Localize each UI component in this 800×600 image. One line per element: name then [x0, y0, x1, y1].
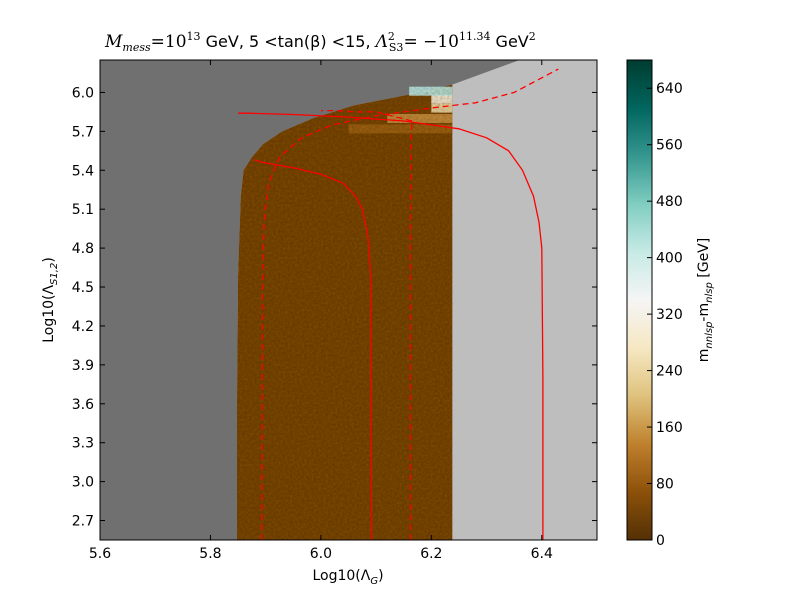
colorbar-gradient	[626, 59, 653, 541]
y-tick-label: 3.6	[72, 397, 94, 413]
y-tick-label: 5.4	[72, 163, 94, 179]
colorbar-tick-label: 400	[656, 251, 683, 267]
contour-lines	[238, 68, 559, 540]
y-tick-label: 5.7	[72, 124, 94, 140]
x-tick-label: 5.6	[89, 546, 111, 562]
colorbar-tick-label: 560	[656, 138, 683, 154]
x-axis-label: Log10(ΛG)	[312, 568, 383, 587]
y-tick-label: 2.7	[72, 514, 94, 530]
region-ridge	[431, 103, 453, 113]
contour-solid	[254, 159, 373, 540]
colorbar-tick-label: 320	[656, 307, 683, 323]
colorbar-ticks: 0 80 160 240 320 400 480 560 640	[647, 81, 683, 549]
colorbar-tick-label: 160	[656, 420, 683, 436]
contour-dashed	[320, 109, 413, 122]
y-axis-label: Log10(ΛS1,2)	[41, 257, 60, 343]
x-tick-label: 5.8	[199, 546, 221, 562]
region-ridge	[431, 94, 453, 104]
y-tick-label: 4.2	[72, 319, 94, 335]
colorbar: 0 80 160 240 320 400 480 560 640 mnnlsp-mnlsp [G…	[626, 59, 715, 549]
x-axis-ticks: 5.6 5.8 6.0 6.2 6.4	[89, 60, 553, 562]
contour-solid	[238, 112, 544, 540]
y-tick-label: 3.9	[72, 358, 94, 374]
y-tick-label: 5.1	[72, 202, 94, 218]
colorbar-tick-label: 640	[656, 81, 683, 97]
y-tick-label: 6.0	[72, 85, 94, 101]
region-ridge	[348, 124, 453, 134]
colorbar-label: mnnlsp-mnlsp [GeV]	[696, 238, 715, 362]
region-ridge	[387, 114, 453, 123]
colorbar-tick-label: 0	[656, 533, 665, 549]
colorbar-tick-label: 480	[656, 194, 683, 210]
contour-dashed	[261, 68, 559, 540]
x-tick-label: 6.4	[531, 546, 553, 562]
plot-frame	[99, 59, 598, 541]
excluded-region-left	[100, 60, 520, 540]
allowed-region	[237, 84, 453, 540]
x-tick-label: 6.0	[310, 546, 332, 562]
plot-area	[100, 60, 597, 540]
chart-title: Mmess=1013 GeV, 5 <tan(β) <15, Λ2 S3= −10…	[104, 30, 536, 54]
y-tick-label: 3.0	[72, 475, 94, 491]
region-fill	[237, 84, 453, 540]
y-tick-label: 3.3	[72, 436, 94, 452]
y-tick-label: 4.8	[72, 241, 94, 257]
region-ridge	[409, 86, 453, 96]
y-axis-ticks: 2.7 3.0 3.3 3.6 3.9 4.2 4.5 4.8 5.1 5.4 5.7 6.0	[72, 85, 597, 530]
x-tick-label: 6.2	[420, 546, 442, 562]
colorbar-tick-label: 240	[656, 364, 683, 380]
colorbar-tick-label: 80	[656, 477, 674, 493]
y-tick-label: 4.5	[72, 280, 94, 296]
